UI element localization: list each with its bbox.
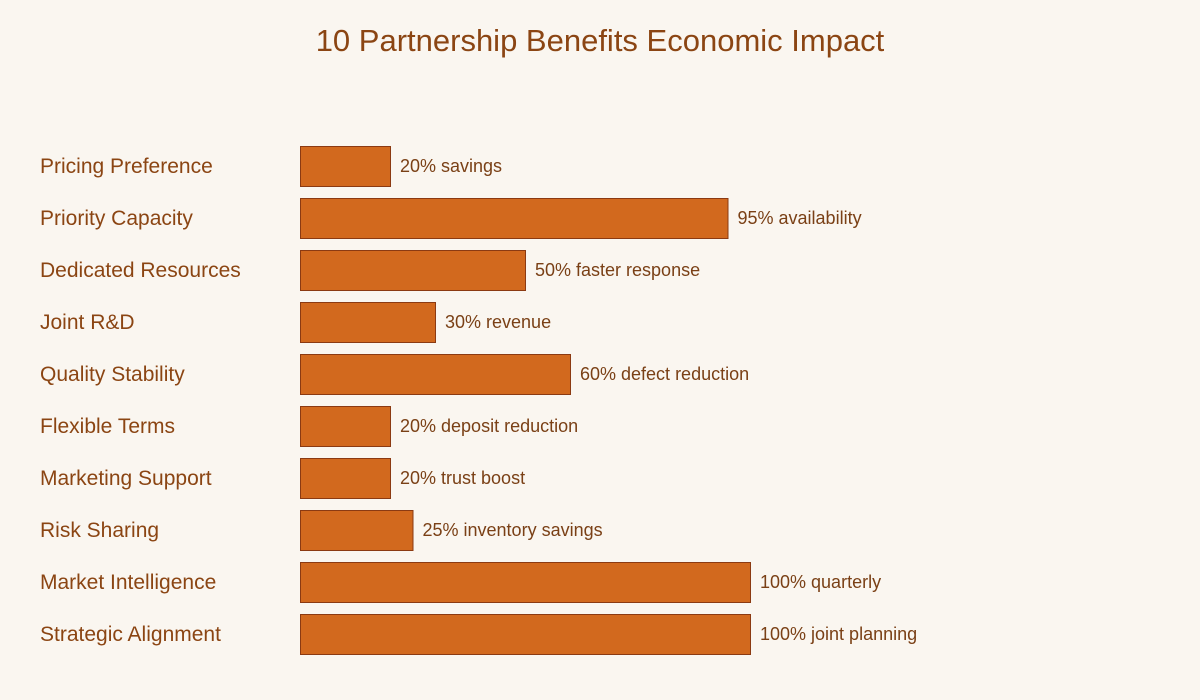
data-label-flexible-terms: 20% deposit reduction [400, 416, 578, 436]
data-label-marketing-support: 20% trust boost [400, 468, 525, 488]
bar-market-intelligence [300, 562, 751, 603]
bar-joint-randd [300, 302, 436, 343]
bar-strategic-alignment [300, 614, 751, 655]
category-label-dedicated-resources: Dedicated Resources [40, 259, 241, 282]
category-label-marketing-support: Marketing Support [40, 467, 212, 490]
bar-flexible-terms [300, 406, 391, 447]
data-label-strategic-alignment: 100% joint planning [760, 624, 917, 644]
category-label-flexible-terms: Flexible Terms [40, 415, 175, 438]
bar-quality-stability [300, 354, 571, 395]
data-label-quality-stability: 60% defect reduction [580, 364, 749, 384]
data-label-priority-capacity: 95% availability [738, 208, 862, 228]
data-label-dedicated-resources: 50% faster response [535, 260, 700, 280]
data-label-risk-sharing: 25% inventory savings [423, 520, 603, 540]
bar-pricing-preference [300, 146, 391, 187]
category-label-quality-stability: Quality Stability [40, 363, 185, 386]
bar-dedicated-resources [300, 250, 526, 291]
category-label-strategic-alignment: Strategic Alignment [40, 623, 221, 646]
category-label-risk-sharing: Risk Sharing [40, 519, 159, 542]
bar-marketing-support [300, 458, 391, 499]
data-label-joint-randd: 30% revenue [445, 312, 551, 332]
data-label-pricing-preference: 20% savings [400, 156, 502, 176]
chart-title: 10 Partnership Benefits Economic Impact [316, 23, 885, 58]
bar-priority-capacity [300, 198, 729, 239]
data-label-market-intelligence: 100% quarterly [760, 572, 881, 592]
category-label-market-intelligence: Market Intelligence [40, 571, 216, 594]
category-label-priority-capacity: Priority Capacity [40, 207, 193, 230]
category-label-joint-randd: Joint R&D [40, 311, 135, 334]
bar-risk-sharing [300, 510, 414, 551]
bars-group: Pricing Preference 20% savings Priority Ca… [40, 146, 917, 655]
category-label-pricing-preference: Pricing Preference [40, 155, 213, 178]
